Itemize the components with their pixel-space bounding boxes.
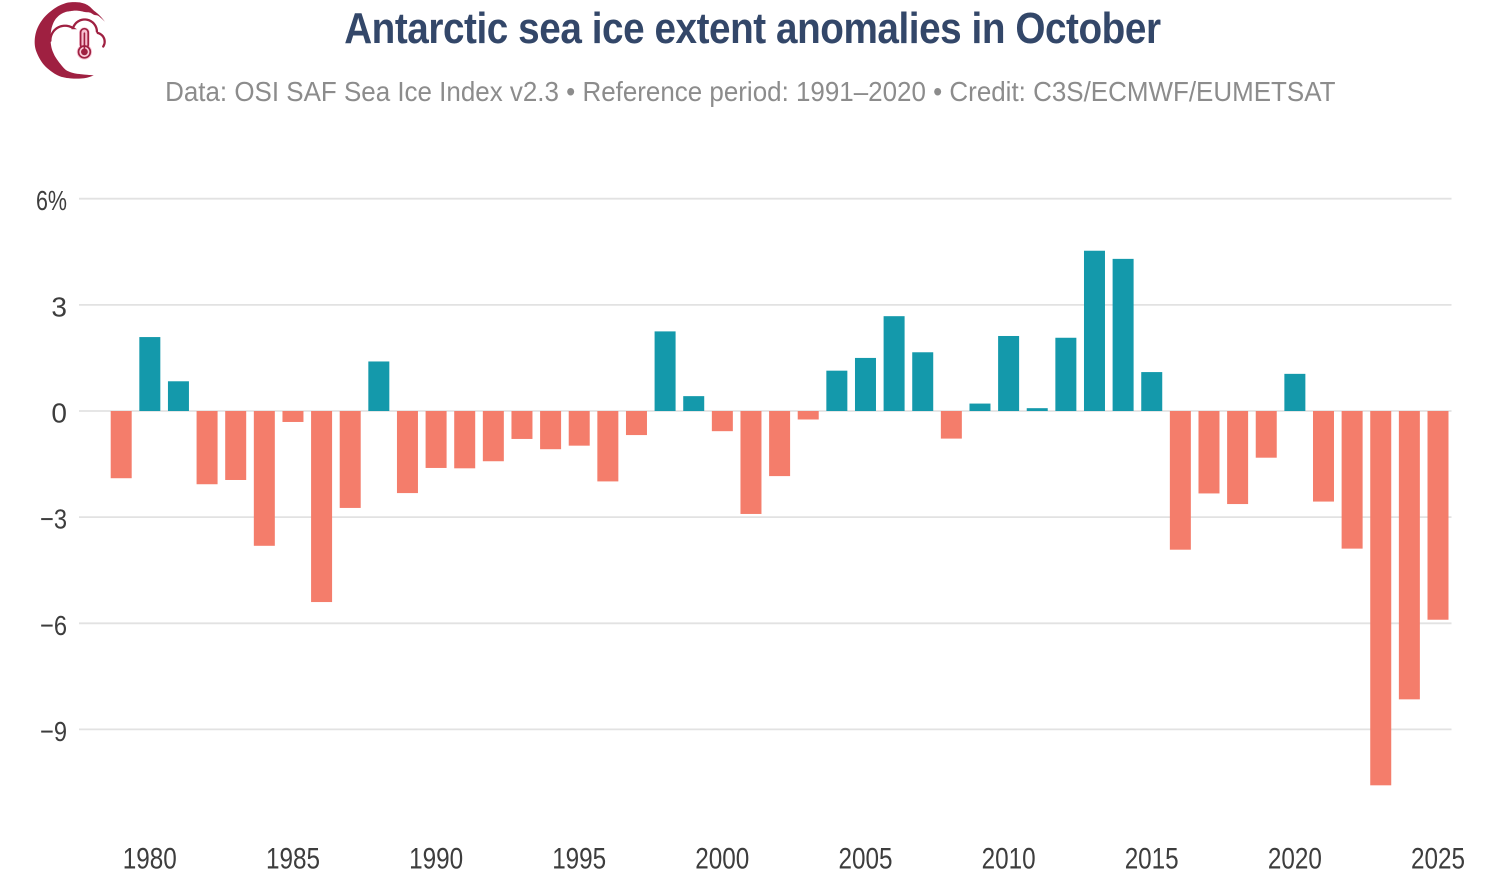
svg-text:0: 0 [51, 398, 67, 429]
svg-text:2015: 2015 [1125, 843, 1179, 876]
svg-text:−9: −9 [40, 716, 67, 747]
svg-text:1990: 1990 [409, 843, 463, 876]
svg-text:2010: 2010 [982, 843, 1036, 876]
svg-text:3: 3 [51, 291, 67, 322]
svg-text:2020: 2020 [1268, 843, 1322, 876]
svg-text:1985: 1985 [266, 843, 320, 876]
svg-text:6%: 6% [36, 185, 67, 216]
svg-text:1980: 1980 [123, 843, 177, 876]
svg-text:−6: −6 [40, 610, 67, 641]
svg-text:2005: 2005 [839, 843, 893, 876]
svg-text:2025: 2025 [1411, 843, 1465, 876]
svg-text:1995: 1995 [552, 843, 606, 876]
svg-text:2000: 2000 [695, 843, 749, 876]
svg-text:−3: −3 [40, 504, 67, 535]
